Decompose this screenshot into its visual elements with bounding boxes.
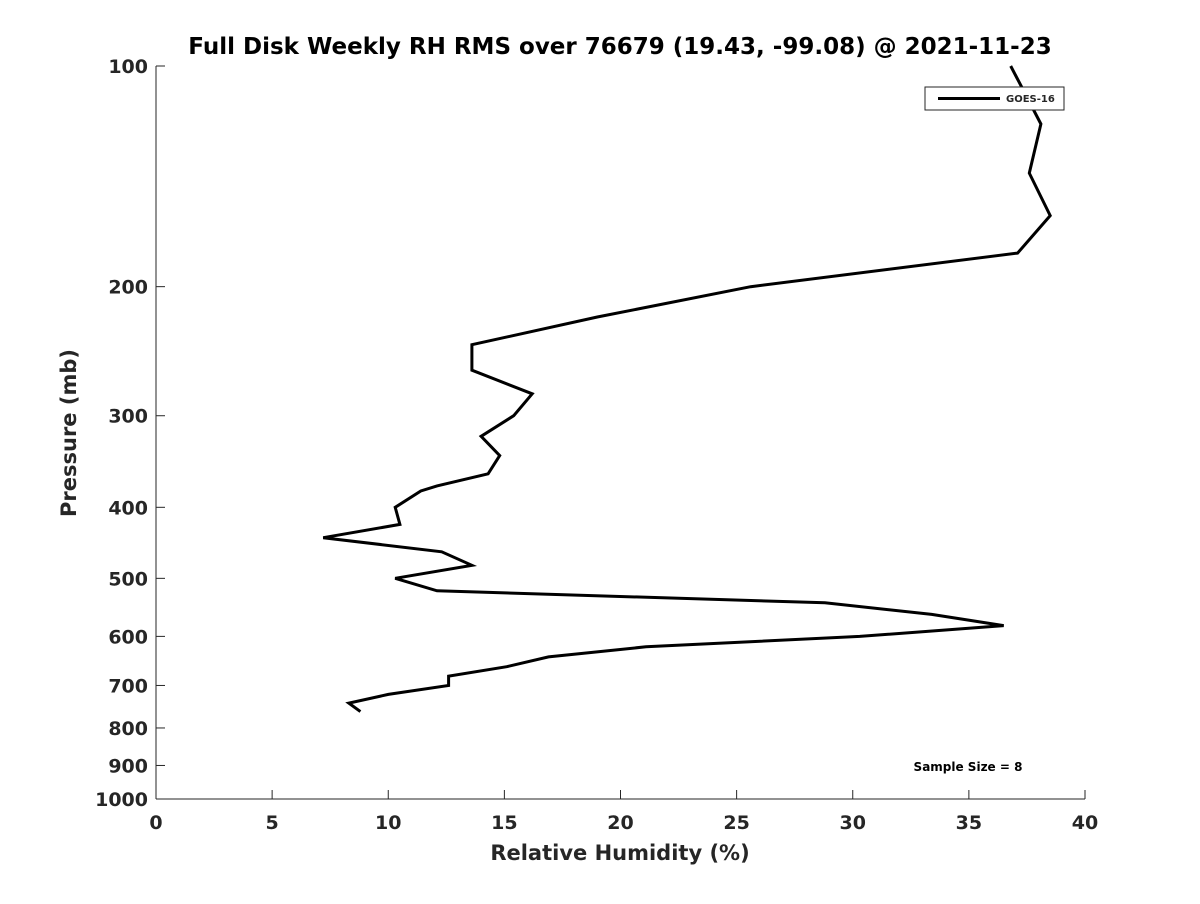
x-tick-label: 30 — [840, 812, 866, 834]
chart-title: Full Disk Weekly RH RMS over 76679 (19.4… — [188, 34, 1051, 60]
y-tick-label: 600 — [108, 626, 148, 648]
legend-label: GOES-16 — [1006, 94, 1055, 105]
y-tick-label: 700 — [108, 675, 148, 697]
x-tick-label: 40 — [1072, 812, 1098, 834]
legend: GOES-16 — [925, 87, 1064, 110]
y-tick-label: 500 — [108, 568, 148, 590]
sample-size-annotation: Sample Size = 8 — [914, 760, 1023, 774]
y-tick-label: 900 — [108, 755, 148, 777]
y-tick-label: 300 — [108, 406, 148, 428]
x-tick-label: 25 — [723, 812, 749, 834]
x-tick-label: 15 — [491, 812, 517, 834]
axes: 0 5 10 15 20 25 30 35 40 100 200 300 400 500 600 700 800… — [95, 56, 1098, 834]
y-axis-label: Pressure (mb) — [57, 349, 81, 517]
x-tick-label: 20 — [607, 812, 633, 834]
x-axis-label: Relative Humidity (%) — [490, 841, 749, 865]
y-tick-label: 800 — [108, 718, 148, 740]
y-tick-label: 200 — [108, 277, 148, 299]
x-tick-label: 35 — [956, 812, 982, 834]
y-tick-label: 400 — [108, 497, 148, 519]
x-tick-label: 10 — [375, 812, 401, 834]
series-line-goes-16 — [323, 66, 1050, 712]
y-tick-label: 100 — [108, 56, 148, 78]
y-tick-label: 1000 — [95, 789, 148, 811]
x-tick-label: 5 — [266, 812, 279, 834]
x-tick-label: 0 — [149, 812, 162, 834]
